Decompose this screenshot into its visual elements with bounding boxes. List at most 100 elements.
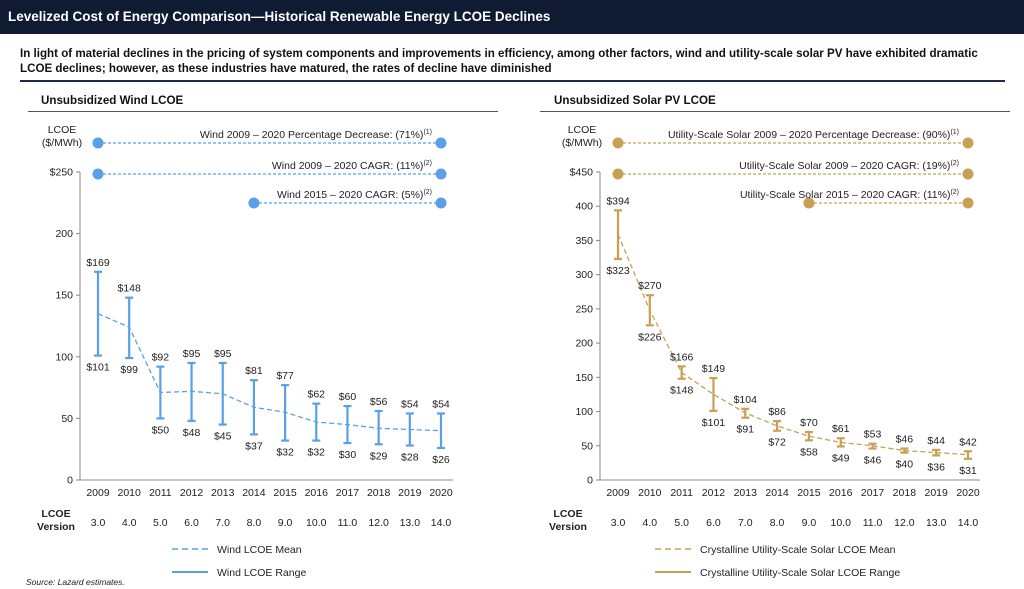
wind-annotation-end-dot (435, 137, 447, 149)
solar-annotation-start-dot (612, 137, 624, 149)
wind-x-tick-label: 2016 (305, 487, 329, 499)
solar-version-label: 3.0 (611, 517, 626, 529)
wind-annotation-end-dot (435, 197, 447, 209)
wind-high-label: $54 (401, 398, 419, 410)
wind-version-label: 3.0 (91, 517, 106, 529)
wind-low-label: $28 (401, 452, 419, 464)
wind-annotation-text: Wind 2009 – 2020 Percentage Decrease: (7… (200, 129, 432, 141)
wind-annotation-text: Wind 2009 – 2020 CAGR: (11%)(2) (272, 160, 432, 172)
solar-high-label: $53 (864, 429, 882, 441)
wind-version-label: 12.0 (368, 517, 389, 529)
solar-annotation-start-dot (612, 168, 624, 180)
wind-x-tick-label: 2009 (86, 487, 110, 499)
solar-version-label: 6.0 (706, 517, 721, 529)
wind-version-row-subtitle: Version (37, 521, 75, 533)
solar-version-label: 9.0 (802, 517, 817, 529)
solar-annotation-text: Utility-Scale Solar 2009 – 2020 CAGR: (1… (739, 160, 959, 172)
solar-version-label: 14.0 (958, 517, 979, 529)
solar-annotation-end-dot (962, 137, 974, 149)
wind-version-label: 13.0 (400, 517, 421, 529)
wind-version-row-title: LCOE (41, 508, 70, 520)
solar-low-label: $72 (768, 437, 786, 449)
wind-low-label: $26 (432, 454, 450, 466)
solar-high-label: $166 (670, 351, 694, 363)
wind-y-tick-label: 100 (55, 351, 73, 363)
solar-version-label: 10.0 (831, 517, 852, 529)
solar-high-label: $149 (702, 363, 726, 375)
solar-annotation-end-dot (962, 197, 974, 209)
wind-high-label: $92 (152, 352, 170, 364)
wind-low-label: $50 (152, 424, 170, 436)
solar-high-label: $70 (800, 417, 818, 429)
wind-high-label: $54 (432, 398, 450, 410)
solar-version-label: 4.0 (643, 517, 658, 529)
solar-y-tick-label: 0 (587, 475, 593, 487)
wind-high-label: $60 (339, 391, 357, 403)
wind-y-tick-label: $250 (50, 167, 74, 179)
wind-annotation-end-dot (435, 168, 447, 180)
wind-x-tick-label: 2011 (149, 487, 172, 499)
solar-x-tick-label: 2019 (925, 487, 949, 499)
solar-annotation-start-dot (803, 197, 815, 209)
wind-high-label: $77 (276, 370, 294, 382)
solar-y-axis-unit: ($/MWh) (562, 137, 602, 149)
solar-x-tick-label: 2010 (638, 487, 662, 499)
solar-version-label: 7.0 (738, 517, 753, 529)
solar-low-label: $46 (864, 455, 882, 467)
wind-high-label: $62 (308, 389, 326, 401)
wind-y-axis-label: LCOE (48, 124, 77, 136)
wind-low-label: $29 (370, 450, 388, 462)
solar-x-tick-label: 2017 (861, 487, 885, 499)
solar-y-tick-label: 250 (575, 303, 593, 315)
wind-x-tick-label: 2020 (429, 487, 453, 499)
wind-y-axis-unit: ($/MWh) (42, 137, 82, 149)
solar-x-tick-label: 2009 (606, 487, 630, 499)
solar-low-label: $148 (670, 385, 694, 397)
solar-chart-title: Unsubsidized Solar PV LCOE (554, 94, 716, 107)
wind-low-label: $32 (276, 447, 294, 459)
wind-version-label: 14.0 (431, 517, 452, 529)
solar-high-label: $44 (927, 435, 945, 447)
wind-y-tick-label: 200 (55, 228, 73, 240)
wind-x-tick-label: 2012 (180, 487, 204, 499)
wind-low-label: $32 (308, 447, 326, 459)
wind-version-label: 6.0 (184, 517, 199, 529)
solar-mean-line (617, 234, 969, 456)
wind-title-rule (28, 111, 498, 112)
wind-annotation-start-dot (92, 137, 104, 149)
source-note: Source: Lazard estimates. (26, 577, 125, 587)
solar-high-label: $46 (896, 434, 914, 446)
wind-low-label: $99 (120, 364, 138, 376)
wind-x-tick-label: 2013 (211, 487, 235, 499)
page-subtitle: In light of material declines in the pri… (20, 47, 978, 75)
wind-x-tick-label: 2014 (242, 487, 266, 499)
solar-x-tick-label: 2018 (893, 487, 917, 499)
solar-y-tick-label: 50 (581, 440, 593, 452)
solar-high-label: $394 (606, 195, 630, 207)
solar-version-label: 12.0 (894, 517, 915, 529)
wind-legend-range-label: Wind LCOE Range (217, 567, 306, 579)
solar-y-tick-label: 200 (575, 338, 593, 350)
wind-high-label: $95 (183, 348, 201, 360)
wind-annotation-start-dot (92, 168, 104, 180)
wind-y-tick-label: 50 (61, 413, 73, 425)
solar-low-label: $323 (606, 265, 630, 277)
wind-low-label: $48 (183, 427, 201, 439)
wind-version-label: 7.0 (215, 517, 230, 529)
wind-x-tick-label: 2019 (398, 487, 422, 499)
solar-y-tick-label: 150 (575, 372, 593, 384)
subtitle-divider (20, 80, 1005, 82)
solar-x-tick-label: 2015 (797, 487, 821, 499)
solar-version-label: 8.0 (770, 517, 785, 529)
wind-high-label: $169 (86, 257, 110, 269)
solar-low-label: $58 (800, 446, 818, 458)
solar-low-label: $91 (737, 424, 755, 436)
wind-x-tick-label: 2018 (367, 487, 391, 499)
wind-y-tick-label: 0 (67, 475, 73, 487)
wind-high-label: $95 (214, 348, 232, 360)
solar-low-label: $226 (638, 331, 662, 343)
wind-version-label: 8.0 (247, 517, 262, 529)
wind-high-label: $148 (118, 283, 142, 295)
